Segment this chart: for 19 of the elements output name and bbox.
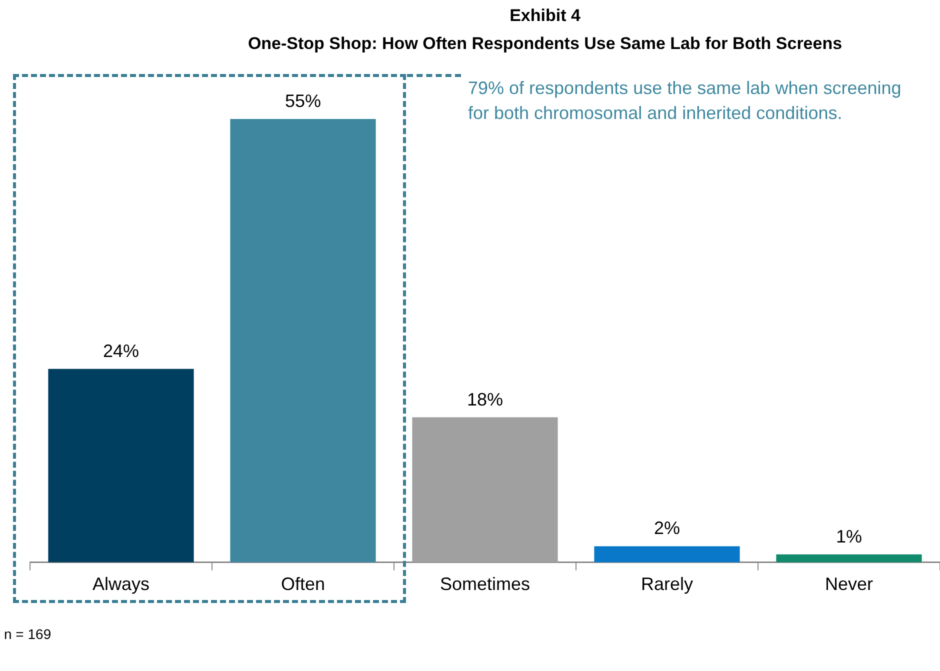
data-label: 2% [654, 518, 680, 538]
bar [594, 546, 740, 562]
chart-title: Exhibit 4 [508, 6, 582, 26]
text: n = 169 [4, 626, 52, 642]
data-label: 1% [836, 526, 862, 546]
data-label: 55% [284, 90, 322, 111]
chart-subtitle: One-Stop Shop: How Often Respondents Use Same Lab for Both Screens [246, 34, 844, 54]
bar [230, 119, 376, 562]
x-tick-label: Never [824, 574, 874, 594]
bar [776, 554, 922, 562]
annotation: 79% of respondents use the same lab when screening for both chromosomal and inherited conditions. [468, 77, 902, 125]
x-tick-label: Rarely [640, 574, 694, 594]
x-tick-label: Always [92, 574, 150, 594]
x-tick-label: Sometimes [440, 574, 530, 594]
bar [48, 368, 194, 562]
x-tick-label: Often [280, 574, 326, 594]
data-label: 24% [102, 340, 140, 361]
data-label: 18% [466, 389, 504, 410]
bar [412, 417, 558, 562]
